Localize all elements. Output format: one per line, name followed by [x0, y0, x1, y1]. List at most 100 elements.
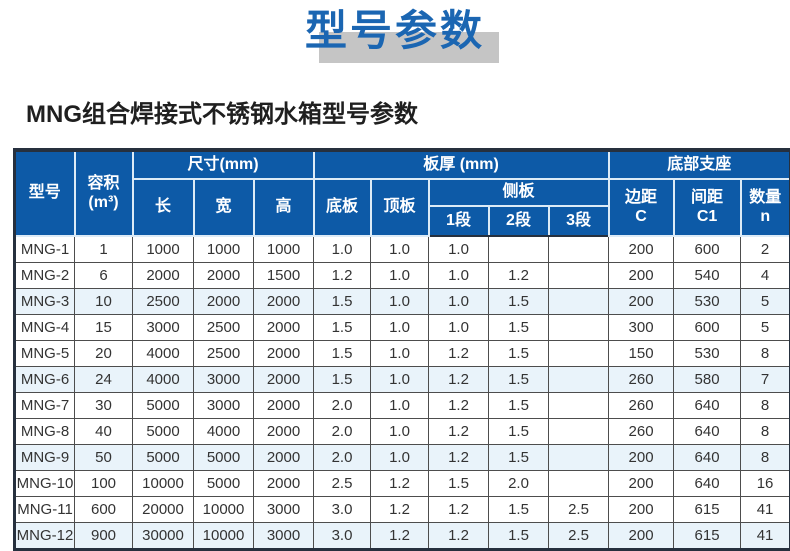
- cell-spacing_c1: 640: [673, 392, 742, 420]
- table-row: MNG-4 15 3000 2500 2000 1.5 1.0 1.0 1.5 300 600 5: [14, 314, 790, 342]
- cell-seg1: 1.0: [428, 288, 489, 316]
- cell-seg2: 1.5: [488, 366, 549, 394]
- cell-spacing_c1: 600: [673, 314, 742, 342]
- cell-seg2: 1.5: [488, 444, 549, 472]
- cell-qty: 2: [740, 235, 790, 264]
- table-row: MNG-11 600 20000 10000 3000 3.0 1.2 1.2 1.5 2.5 20…: [14, 496, 790, 524]
- cell-seg2: 1.5: [488, 392, 549, 420]
- cell-spacing_c1: 640: [673, 418, 742, 446]
- cell-height: 2000: [253, 314, 314, 342]
- cell-seg2: [488, 235, 549, 264]
- cell-edge_c: 200: [608, 496, 675, 524]
- cell-seg2: 2.0: [488, 470, 549, 498]
- cell-top_plate: 1.0: [370, 418, 429, 446]
- table-row: MNG-3 10 2500 2000 2000 1.5 1.0 1.0 1.5 200 530 5: [14, 288, 790, 316]
- cell-qty: 7: [740, 366, 790, 394]
- table-row: MNG-8 40 5000 4000 2000 2.0 1.0 1.2 1.5 260 640 8: [14, 418, 790, 446]
- header-seg2: 2段: [487, 205, 550, 238]
- cell-length: 5000: [132, 418, 194, 446]
- cell-seg1: 1.2: [428, 366, 489, 394]
- cell-qty: 8: [740, 392, 790, 420]
- cell-bottom_plate: 1.5: [313, 366, 371, 394]
- cell-spacing_c1: 615: [673, 522, 742, 551]
- cell-bottom_plate: 1.0: [313, 235, 371, 264]
- header-side-group: 侧板: [427, 178, 610, 208]
- cell-width: 2500: [193, 340, 254, 368]
- cell-seg3: [547, 366, 610, 394]
- cell-seg3: [547, 340, 610, 368]
- cell-seg1: 1.2: [428, 340, 489, 368]
- cell-capacity: 900: [74, 522, 133, 551]
- header-size-group: 尺寸(mm): [131, 149, 315, 181]
- cell-edge_c: 260: [608, 392, 675, 420]
- cell-length: 5000: [132, 392, 194, 420]
- cell-seg3: [547, 470, 610, 498]
- cell-capacity: 600: [74, 496, 133, 524]
- cell-edge_c: 260: [608, 366, 675, 394]
- cell-seg1: 1.0: [428, 235, 489, 264]
- cell-length: 1000: [132, 235, 194, 264]
- cell-top_plate: 1.2: [370, 522, 429, 551]
- cell-spacing_c1: 615: [673, 496, 742, 524]
- table-row: MNG-7 30 5000 3000 2000 2.0 1.0 1.2 1.5 260 640 8: [14, 392, 790, 420]
- cell-seg1: 1.5: [428, 470, 489, 498]
- header-seg1: 1段: [427, 205, 490, 238]
- cell-capacity: 30: [74, 392, 133, 420]
- cell-bottom_plate: 2.0: [313, 418, 371, 446]
- cell-model: MNG-3: [14, 288, 75, 316]
- cell-capacity: 100: [74, 470, 133, 498]
- header-edge-c: 边距 C: [607, 178, 675, 238]
- table-row: MNG-9 50 5000 5000 2000 2.0 1.0 1.2 1.5 200 640 8: [14, 444, 790, 472]
- cell-spacing_c1: 640: [673, 470, 742, 498]
- cell-seg1: 1.2: [428, 496, 489, 524]
- table-row: MNG-10 100 10000 5000 2000 2.5 1.2 1.5 2.0 200 640…: [14, 470, 790, 498]
- cell-top_plate: 1.2: [370, 496, 429, 524]
- cell-width: 2500: [193, 314, 254, 342]
- cell-seg2: 1.2: [488, 262, 549, 290]
- cell-capacity: 40: [74, 418, 133, 446]
- title-shadow-block: [318, 32, 499, 63]
- cell-seg2: 1.5: [488, 496, 549, 524]
- cell-seg3: [547, 235, 610, 264]
- cell-seg3: [547, 262, 610, 290]
- cell-seg2: 1.5: [488, 418, 549, 446]
- cell-model: MNG-7: [14, 392, 75, 420]
- cell-length: 5000: [132, 444, 194, 472]
- cell-top_plate: 1.0: [370, 262, 429, 290]
- spec-table-container: 型号 容积 (m³) 尺寸(mm) 板厚 (mm) 底部支座 长 宽 高 底板 …: [13, 148, 790, 551]
- cell-model: MNG-4: [14, 314, 75, 342]
- cell-length: 4000: [132, 340, 194, 368]
- cell-edge_c: 200: [608, 288, 675, 316]
- cell-length: 30000: [132, 522, 194, 551]
- cell-length: 10000: [132, 470, 194, 498]
- cell-model: MNG-2: [14, 262, 75, 290]
- cell-top_plate: 1.0: [370, 392, 429, 420]
- cell-length: 4000: [132, 366, 194, 394]
- cell-bottom_plate: 2.0: [313, 392, 371, 420]
- cell-height: 2000: [253, 366, 314, 394]
- cell-qty: 5: [740, 314, 790, 342]
- cell-bottom_plate: 2.0: [313, 444, 371, 472]
- cell-height: 2000: [253, 288, 314, 316]
- cell-top_plate: 1.0: [370, 288, 429, 316]
- cell-height: 2000: [253, 392, 314, 420]
- cell-width: 3000: [193, 366, 254, 394]
- page-subtitle: MNG组合焊接式不锈钢水箱型号参数: [26, 101, 418, 129]
- cell-capacity: 1: [74, 235, 133, 264]
- cell-length: 20000: [132, 496, 194, 524]
- cell-height: 3000: [253, 496, 314, 524]
- cell-edge_c: 200: [608, 444, 675, 472]
- cell-edge_c: 200: [608, 470, 675, 498]
- cell-width: 5000: [193, 444, 254, 472]
- cell-capacity: 15: [74, 314, 133, 342]
- cell-seg1: 1.2: [428, 392, 489, 420]
- cell-length: 2000: [132, 262, 194, 290]
- header-top-plate: 顶板: [369, 178, 430, 238]
- cell-edge_c: 200: [608, 522, 675, 551]
- cell-width: 4000: [193, 418, 254, 446]
- header-qty: 数量 n: [739, 178, 790, 238]
- table-body: MNG-1 1 1000 1000 1000 1.0 1.0 1.0 200 600 2 MNG-2 6…: [14, 235, 790, 551]
- cell-spacing_c1: 540: [673, 262, 742, 290]
- cell-qty: 5: [740, 288, 790, 316]
- header-bottom-plate: 底板: [312, 178, 372, 238]
